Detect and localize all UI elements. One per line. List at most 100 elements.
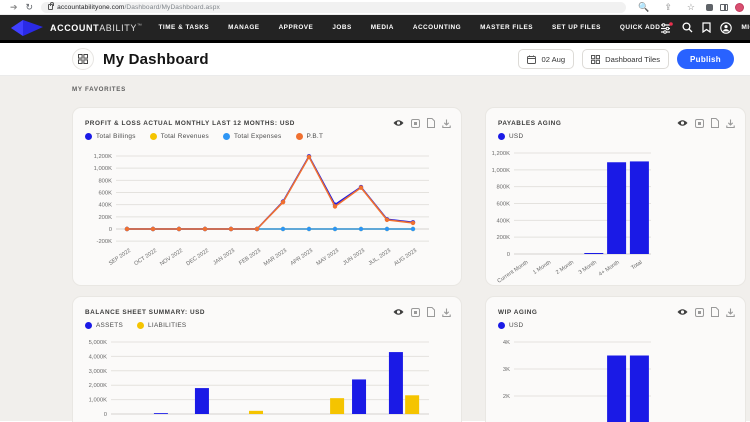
legend-item-assets[interactable]: ASSETS bbox=[85, 322, 123, 329]
legend-item-total-billings[interactable]: Total Billings bbox=[85, 133, 136, 140]
eye-icon[interactable] bbox=[393, 308, 404, 316]
dashboard-tiles-button[interactable]: Dashboard Tiles bbox=[582, 49, 669, 69]
svg-text:JAN 2023: JAN 2023 bbox=[212, 248, 236, 267]
legend-dot bbox=[498, 322, 505, 329]
bookmark-icon[interactable] bbox=[702, 22, 711, 33]
wip-bar-chart: 4K 3K 2K bbox=[503, 340, 651, 422]
legend-dot bbox=[85, 133, 92, 140]
search-icon[interactable] bbox=[682, 22, 693, 33]
svg-text:2 Month: 2 Month bbox=[555, 260, 575, 276]
svg-text:200K: 200K bbox=[496, 235, 510, 241]
nav-item-accounting[interactable]: ACCOUNTING bbox=[412, 24, 462, 31]
tile-profit-and-loss: PROFIT & LOSS ACTUAL MONTHLY LAST 12 MON… bbox=[72, 107, 462, 286]
svg-text:800K: 800K bbox=[98, 178, 112, 184]
accountability-logo-icon[interactable] bbox=[10, 19, 44, 37]
filters-icon[interactable] bbox=[660, 21, 674, 34]
export-tile-icon[interactable] bbox=[695, 307, 704, 317]
download-icon[interactable] bbox=[442, 119, 451, 128]
svg-text:4,000K: 4,000K bbox=[89, 354, 108, 360]
browser-profile-avatar[interactable] bbox=[735, 2, 744, 12]
svg-text:NOV 2022: NOV 2022 bbox=[159, 248, 184, 268]
download-icon[interactable] bbox=[726, 308, 735, 317]
svg-text:Current Month: Current Month bbox=[497, 260, 530, 285]
tiles-grid-icon bbox=[591, 54, 601, 64]
balance-legend: ASSETS LIABILITIES bbox=[85, 322, 187, 329]
file-icon[interactable] bbox=[427, 118, 435, 128]
svg-text:1,000K: 1,000K bbox=[492, 168, 511, 174]
legend-item-total-expenses[interactable]: Total Expenses bbox=[222, 133, 282, 140]
legend-item-total-revenues[interactable]: Total Revenues bbox=[149, 133, 209, 140]
svg-text:600K: 600K bbox=[98, 191, 112, 197]
nav-item-quick-add[interactable]: QUICK ADD bbox=[619, 24, 661, 31]
legend-dot bbox=[137, 322, 145, 329]
svg-text:400K: 400K bbox=[496, 218, 510, 224]
svg-text:800K: 800K bbox=[496, 185, 510, 191]
date-picker[interactable]: 02 Aug bbox=[518, 49, 575, 69]
address-bar[interactable]: accountabilityone.com/Dashboard/MyDashbo… bbox=[41, 1, 627, 13]
payables-bar-chart: 1,200K 1,000K 800K 600K 400K 200K 0 Current Mon… bbox=[492, 151, 651, 285]
eye-icon[interactable] bbox=[393, 119, 404, 127]
nav-item-set-up-files[interactable]: SET UP FILES bbox=[552, 24, 601, 31]
browser-chrome: ➔ ↻ accountabilityone.com/Dashboard/MyDa… bbox=[0, 0, 750, 15]
tile-balance-sheet-summary: BALANCE SHEET SUMMARY: USD ASSETS LIABILI… bbox=[72, 296, 462, 422]
nav-item-jobs[interactable]: JOBS bbox=[332, 24, 352, 31]
eye-icon[interactable] bbox=[677, 308, 688, 316]
legend-item-liabilities[interactable]: LIABILITIES bbox=[137, 322, 186, 329]
svg-text:3K: 3K bbox=[503, 367, 510, 373]
file-icon[interactable] bbox=[711, 307, 719, 317]
eye-icon[interactable] bbox=[677, 119, 688, 127]
file-icon[interactable] bbox=[427, 307, 435, 317]
nav-item-time-tasks[interactable]: TIME & TASKS bbox=[158, 24, 210, 31]
svg-text:5,000K: 5,000K bbox=[89, 340, 108, 346]
svg-text:AUG 2023: AUG 2023 bbox=[393, 248, 418, 268]
download-icon[interactable] bbox=[726, 119, 735, 128]
nav-item-media[interactable]: MEDIA bbox=[370, 24, 394, 31]
svg-text:400K: 400K bbox=[98, 203, 112, 209]
browser-search-icon[interactable]: 🔍 bbox=[638, 1, 650, 12]
svg-text:200K: 200K bbox=[98, 215, 112, 221]
browser-bookmark-star-icon[interactable]: ☆ bbox=[686, 1, 695, 12]
download-icon[interactable] bbox=[442, 308, 451, 317]
nav-item-manage[interactable]: MANAGE bbox=[228, 24, 260, 31]
legend-item-usd[interactable]: USD bbox=[498, 322, 523, 329]
file-icon[interactable] bbox=[711, 118, 719, 128]
nav-item-master-files[interactable]: MASTER FILES bbox=[480, 24, 534, 31]
main-menu: TIME & TASKS MANAGE APPROVE JOBS MEDIA ACCOUN… bbox=[159, 24, 661, 31]
svg-text:4+ Month: 4+ Month bbox=[598, 260, 621, 278]
legend-label: ASSETS bbox=[96, 322, 124, 329]
svg-text:3,000K: 3,000K bbox=[89, 369, 108, 375]
svg-text:1,200K: 1,200K bbox=[94, 154, 113, 160]
browser-sidebar-icon[interactable] bbox=[720, 3, 728, 11]
tile-title: PAYABLES AGING bbox=[498, 119, 562, 127]
browser-reload-icon[interactable]: ↻ bbox=[25, 1, 34, 12]
app-navbar: ACCOUNTABILITY™ TIME & TASKS MANAGE APPROV… bbox=[0, 15, 750, 43]
nav-item-approve[interactable]: APPROVE bbox=[278, 24, 314, 31]
dashboard-tiles-label: Dashboard Tiles bbox=[605, 54, 660, 64]
lock-icon bbox=[48, 2, 55, 10]
legend-dot bbox=[149, 133, 157, 140]
browser-forward-icon[interactable]: ➔ bbox=[10, 1, 18, 12]
calendar-icon bbox=[527, 55, 537, 64]
dashboard-content: MY FAVORITES PROFIT & LOSS ACTUAL MONTHL… bbox=[0, 76, 750, 422]
dashboard-badge-icon bbox=[72, 48, 94, 70]
brand-name: ACCOUNTABILITY™ bbox=[50, 22, 143, 33]
svg-text:OCT 2022: OCT 2022 bbox=[133, 248, 158, 267]
legend-item-p-b-t[interactable]: P.B.T bbox=[295, 133, 324, 140]
legend-label: USD bbox=[509, 133, 524, 140]
legend-label: USD bbox=[509, 322, 524, 329]
extensions-icon[interactable] bbox=[706, 3, 713, 11]
legend-dot bbox=[222, 133, 230, 140]
svg-text:0: 0 bbox=[507, 252, 510, 258]
browser-share-icon[interactable]: ⇪ bbox=[664, 1, 672, 12]
payables-legend: USD bbox=[498, 133, 523, 140]
export-tile-icon[interactable] bbox=[411, 307, 420, 317]
tile-wip-aging: WIP AGING USD 4K 3K 2K bbox=[485, 296, 746, 422]
publish-button[interactable]: Publish bbox=[677, 49, 734, 69]
export-tile-icon[interactable] bbox=[411, 118, 420, 128]
user-icon[interactable] bbox=[720, 21, 733, 34]
logged-in-user[interactable]: MICHAEL MIGUEL bbox=[741, 24, 750, 31]
legend-item-usd[interactable]: USD bbox=[498, 133, 523, 140]
svg-text:MAR 2023: MAR 2023 bbox=[263, 248, 288, 268]
legend-label: P.B.T bbox=[306, 133, 324, 140]
export-tile-icon[interactable] bbox=[695, 118, 704, 128]
